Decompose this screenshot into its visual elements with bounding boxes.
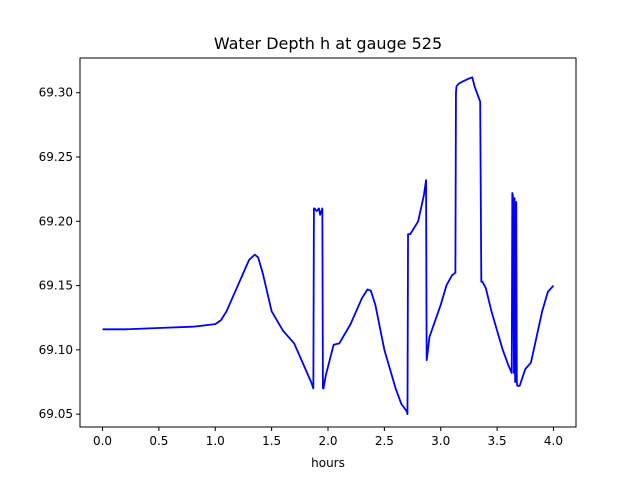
y-tick-label: 69.25 [39,150,73,164]
x-tick-label: 0.0 [93,434,112,448]
x-tick-label: 1.5 [262,434,281,448]
x-tick-label: 0.5 [149,434,168,448]
y-tick-label: 69.15 [39,279,73,293]
axes-frame [79,57,577,428]
x-tick-label: 1.0 [206,434,225,448]
x-tick-label: 4.0 [544,434,563,448]
x-axis-label: hours [311,456,345,470]
x-tick-label: 3.0 [431,434,450,448]
x-tick-label: 2.5 [375,434,394,448]
x-tick-label: 3.5 [488,434,507,448]
series-line-0 [102,76,555,416]
x-tick-label: 2.0 [318,434,337,448]
chart-title: Water Depth h at gauge 525 [214,34,442,53]
plot-area: 0.0 0.5 1.0 1.5 2.0 2.5 3.0 3.5 4.0 69.05 69.10 69.… [39,57,577,448]
y-tick-label: 69.05 [39,407,73,421]
y-tick-label: 69.10 [39,343,73,357]
y-tick-label: 69.20 [39,214,73,228]
y-tick-label: 69.30 [39,86,73,100]
